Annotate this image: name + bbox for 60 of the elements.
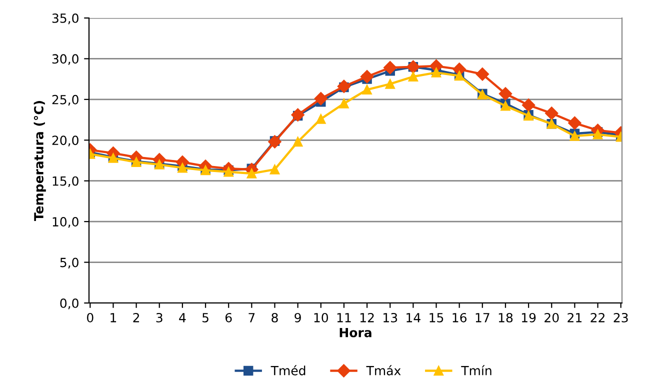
x-tick-label: 8	[272, 312, 278, 322]
point	[431, 68, 442, 78]
point	[476, 68, 489, 81]
x-tick-label: 5	[202, 313, 208, 322]
legend-label: Tméd	[270, 365, 306, 376]
point	[408, 72, 418, 82]
x-tick-label: 9	[294, 312, 301, 322]
point	[500, 101, 510, 111]
y-tick-label: 30,0	[52, 54, 78, 65]
y-axis-title: Temperatura (°C)	[34, 101, 46, 221]
x-tick-label: 12	[360, 312, 374, 322]
y-tick-label: 25,0	[52, 94, 78, 106]
x-tick-label: 0	[87, 312, 94, 322]
x-tick-label: 11	[337, 313, 351, 322]
point	[592, 130, 603, 140]
x-tick-label: 20	[544, 312, 559, 322]
x-tick-label: 3	[156, 312, 162, 322]
x-tick-label: 13	[384, 312, 398, 322]
x-tick-label: 2	[133, 312, 140, 322]
point	[360, 70, 374, 84]
x-tick-label: 17	[476, 313, 490, 322]
x-axis-title: Hora	[340, 328, 372, 338]
legend-label: Tmáx	[366, 365, 401, 376]
point	[522, 98, 536, 112]
legend-label: Tmín	[461, 365, 492, 376]
y-tick-label: 0,0	[60, 298, 78, 310]
point	[339, 98, 349, 108]
y-tick-label: 5,0	[60, 258, 78, 268]
point	[568, 116, 582, 130]
x-tick-label: 7	[248, 313, 255, 322]
x-tick-label: 21	[568, 312, 582, 322]
y-tick-label: 20,0	[52, 136, 78, 146]
x-tick-label: 18	[498, 312, 513, 322]
point	[570, 131, 580, 141]
x-tick-label: 1	[110, 313, 116, 322]
y-tick-label: 15,0	[52, 176, 78, 188]
point	[385, 79, 395, 89]
y-tick-label: 35,0	[52, 13, 78, 24]
point	[362, 84, 372, 95]
point	[316, 114, 326, 124]
point	[291, 108, 304, 122]
x-tick-label: 19	[522, 312, 536, 322]
point	[337, 80, 351, 93]
x-tick-label: 14	[406, 313, 420, 322]
point	[545, 106, 558, 120]
x-tick-label: 23	[614, 312, 628, 322]
x-tick-label: 6	[225, 312, 232, 322]
point	[246, 168, 257, 178]
x-tick-label: 22	[590, 312, 604, 322]
y-tick-label: 10,0	[52, 217, 78, 228]
point	[498, 87, 512, 100]
point	[384, 61, 397, 74]
x-tick-label: 10	[314, 312, 328, 322]
x-tick-label: 4	[179, 313, 186, 322]
point	[292, 136, 303, 147]
x-tick-label: 16	[452, 312, 466, 322]
x-tick-label: 15	[430, 313, 444, 322]
point	[270, 164, 280, 174]
point	[314, 92, 328, 106]
point	[268, 135, 282, 148]
